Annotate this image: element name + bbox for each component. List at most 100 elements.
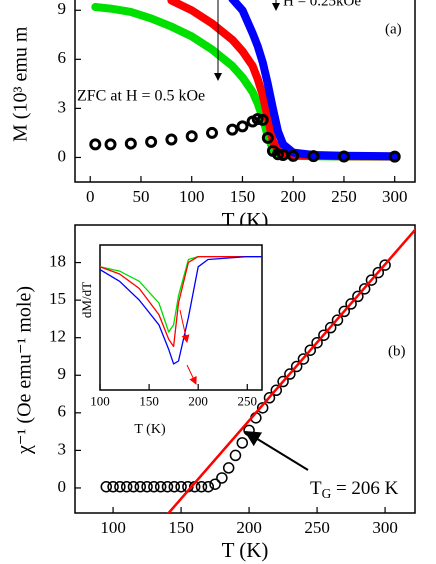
plot-frame — [99, 244, 263, 391]
x-tick-label: 150 — [168, 518, 194, 537]
data-point — [358, 283, 371, 295]
x-tick-label: 100 — [100, 518, 126, 537]
x-tick-label: 200 — [236, 518, 262, 537]
series-group — [100, 255, 262, 365]
data-point — [270, 384, 283, 397]
data-point — [145, 135, 158, 148]
series-group — [89, 0, 401, 163]
annotation: TG = 206 K — [310, 478, 399, 501]
x-axis-label: T (K) — [222, 538, 269, 562]
x-tick-label: 150 — [230, 187, 256, 206]
arrow — [186, 364, 197, 385]
data-point — [127, 480, 140, 493]
arrow — [179, 309, 190, 343]
data-point — [100, 480, 113, 493]
annotation: H = 0.25kOe — [283, 0, 361, 9]
arrows — [179, 0, 309, 471]
data-point — [168, 480, 181, 493]
data-point — [297, 353, 310, 365]
y-tick-label: 3 — [58, 97, 67, 116]
data-point — [185, 130, 198, 143]
data-line — [100, 255, 262, 348]
annotation: ZFC at H = 0.5 kOe — [77, 88, 205, 105]
x-tick-label: 100 — [90, 393, 110, 408]
annotation: (a) — [385, 21, 402, 37]
data-point — [229, 449, 242, 462]
data-point — [311, 336, 323, 349]
annotation-part: = 206 K — [331, 478, 398, 499]
x-tick-label: 300 — [382, 187, 408, 206]
data-point — [352, 290, 364, 303]
data-point — [271, 148, 284, 161]
data-point — [209, 478, 221, 490]
x-tick-label: 250 — [331, 187, 357, 206]
data-point — [202, 480, 215, 493]
data-point — [114, 480, 126, 493]
annotation: (b) — [388, 343, 406, 359]
series-group — [100, 228, 415, 513]
y-axis-label: χ⁻¹ (Oe emu⁻¹ mole) — [14, 286, 36, 455]
y-tick-label: 9 — [58, 0, 67, 18]
data-point — [284, 368, 296, 380]
data-point — [307, 150, 320, 163]
data-point — [226, 123, 239, 136]
x-tick-label: 200 — [280, 187, 306, 206]
y-axis-label: dM/dT — [79, 282, 94, 318]
y-tick-label: 3 — [58, 439, 67, 458]
data-point — [195, 480, 208, 493]
arrow — [244, 430, 309, 471]
x-tick-label: 250 — [304, 518, 330, 537]
y-tick-label: 0 — [58, 477, 67, 496]
y-tick-label: 6 — [58, 48, 67, 67]
annotation-part: T — [310, 478, 322, 499]
data-point — [124, 137, 137, 150]
data-point — [290, 360, 303, 373]
data-point — [89, 138, 102, 151]
y-tick-label: 18 — [49, 251, 66, 270]
x-tick-label: 300 — [372, 518, 398, 537]
data-point — [134, 480, 147, 493]
data-point — [120, 480, 133, 493]
data-point — [222, 462, 235, 474]
data-line — [100, 255, 262, 365]
y-tick-label: 9 — [58, 364, 67, 383]
annotation-subscript: G — [322, 486, 332, 501]
data-point — [304, 344, 317, 356]
data-point — [236, 120, 249, 133]
data-point — [154, 480, 167, 493]
data-point — [379, 259, 391, 271]
x-tick-label: 100 — [179, 187, 205, 206]
y-tick-label: 6 — [58, 402, 67, 421]
x-axis-label: T (K) — [134, 422, 166, 437]
data-point — [107, 480, 119, 493]
x-tick-label: 250 — [238, 393, 258, 408]
data-point — [148, 480, 160, 493]
data-point — [345, 298, 357, 310]
data-point — [388, 150, 401, 163]
data-point — [318, 329, 330, 341]
data-point — [256, 113, 269, 126]
y-tick-label: 12 — [49, 327, 66, 346]
data-point — [338, 305, 351, 318]
data-point — [141, 480, 153, 493]
data-point — [277, 375, 289, 388]
data-point — [216, 472, 228, 484]
plot-frame — [74, 0, 416, 183]
x-tick-label: 200 — [188, 393, 208, 408]
data-point — [161, 480, 174, 493]
data-point — [365, 274, 378, 286]
y-tick-label: 15 — [49, 289, 66, 308]
x-tick-label: 150 — [139, 393, 159, 408]
data-point — [261, 131, 274, 144]
data-point — [324, 321, 337, 334]
data-point — [337, 150, 350, 163]
data-point — [256, 402, 269, 414]
x-tick-label: 0 — [86, 187, 95, 206]
y-axis-label: M (10³ emu m — [10, 26, 32, 142]
data-point — [206, 126, 219, 139]
y-tick-label: 0 — [58, 146, 67, 165]
chart: 100 150 200 250 dM/dT T (K) — [79, 244, 263, 437]
